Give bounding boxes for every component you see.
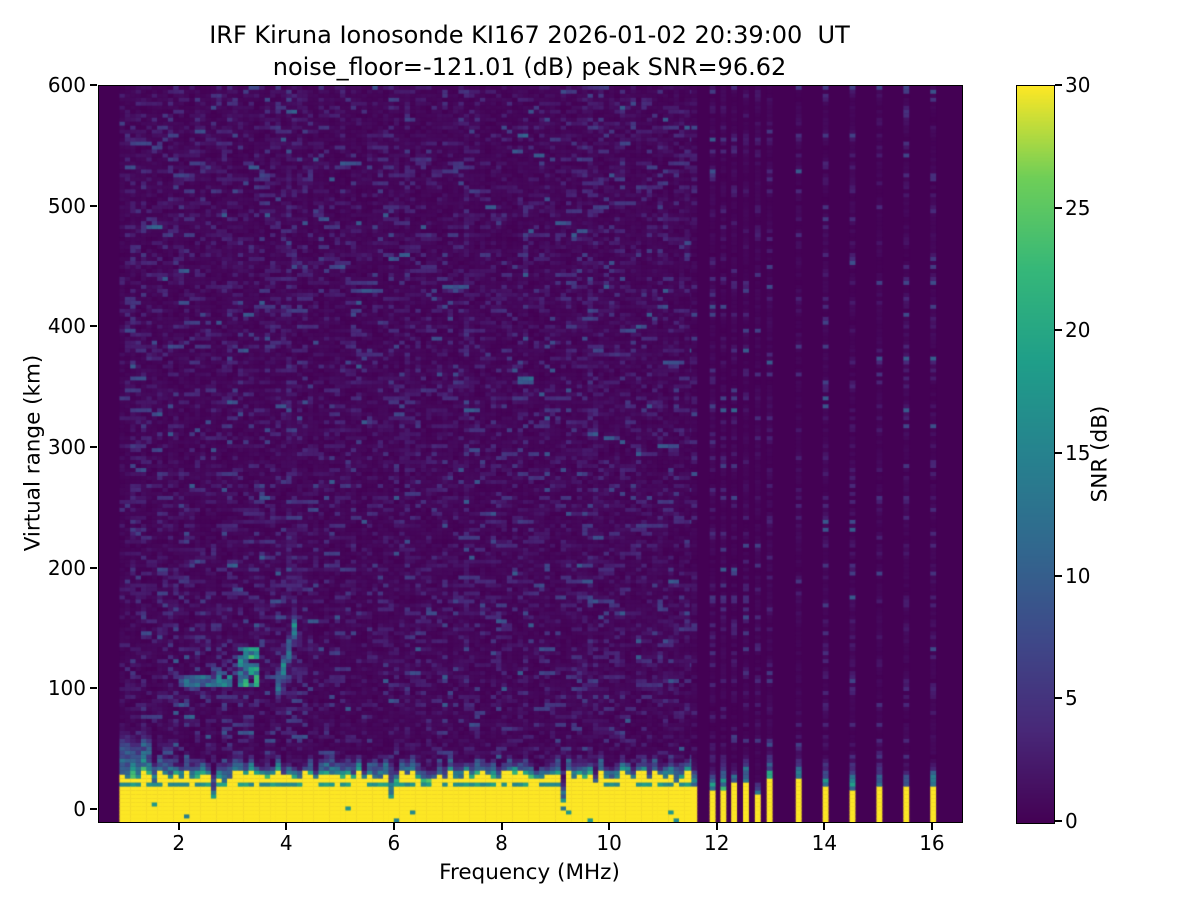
tick-mark xyxy=(823,823,826,830)
ionogram-heatmap-canvas xyxy=(99,86,962,822)
x-tick-label: 2 xyxy=(172,831,186,855)
x-tick-label: 16 xyxy=(919,831,945,855)
colorbar xyxy=(1016,85,1055,824)
tick-mark xyxy=(715,823,718,830)
tick-mark xyxy=(392,823,395,830)
y-tick-label: 300 xyxy=(47,434,86,459)
tick-mark xyxy=(90,325,97,328)
tick-mark xyxy=(1055,452,1062,454)
tick-mark xyxy=(177,823,180,830)
x-tick-label: 4 xyxy=(279,831,293,855)
y-tick-label: 200 xyxy=(47,555,86,580)
colorbar-tick-label: 20 xyxy=(1065,318,1091,343)
tick-mark xyxy=(90,566,97,569)
y-tick-label: 400 xyxy=(47,314,86,339)
tick-mark xyxy=(285,823,288,830)
tick-mark xyxy=(500,823,503,830)
x-tick-label: 10 xyxy=(596,831,622,855)
tick-mark xyxy=(90,204,97,207)
colorbar-label: SNR (dB) xyxy=(1087,405,1113,503)
tick-mark xyxy=(1055,206,1062,209)
tick-mark xyxy=(90,687,97,690)
colorbar-gradient-canvas xyxy=(1017,86,1054,823)
tick-mark xyxy=(90,84,97,86)
tick-mark xyxy=(1055,820,1062,822)
tick-mark xyxy=(1055,329,1062,332)
colorbar-tick-label: 5 xyxy=(1065,686,1078,711)
tick-mark xyxy=(90,445,97,448)
colorbar-tick-label: 0 xyxy=(1065,809,1078,833)
x-tick-label: 6 xyxy=(387,831,401,855)
tick-mark xyxy=(930,823,933,830)
x-tick-label: 8 xyxy=(495,831,508,855)
chart-subtitle: noise_floor=-121.01 (dB) peak SNR=96.62 xyxy=(272,53,787,81)
colorbar-tick-label: 10 xyxy=(1065,563,1091,588)
tick-mark xyxy=(90,807,97,810)
y-tick-label: 0 xyxy=(73,796,86,821)
x-tick-label: 12 xyxy=(704,831,730,855)
x-axis-label: Frequency (MHz) xyxy=(439,860,620,885)
colorbar-tick-label: 25 xyxy=(1065,195,1091,220)
colorbar-tick-label: 15 xyxy=(1065,441,1091,465)
colorbar-tick-label: 30 xyxy=(1065,73,1091,97)
x-tick-label: 14 xyxy=(811,831,838,855)
tick-mark xyxy=(1055,574,1062,577)
y-tick-label: 600 xyxy=(47,73,86,97)
y-tick-label: 500 xyxy=(47,193,86,218)
tick-mark xyxy=(608,823,611,830)
chart-title: IRF Kiruna Ionosonde KI167 2026-01-02 20… xyxy=(209,21,850,49)
tick-mark xyxy=(1055,84,1062,86)
tick-mark xyxy=(1055,697,1062,700)
y-tick-label: 100 xyxy=(47,676,86,701)
plot-area xyxy=(98,85,963,823)
